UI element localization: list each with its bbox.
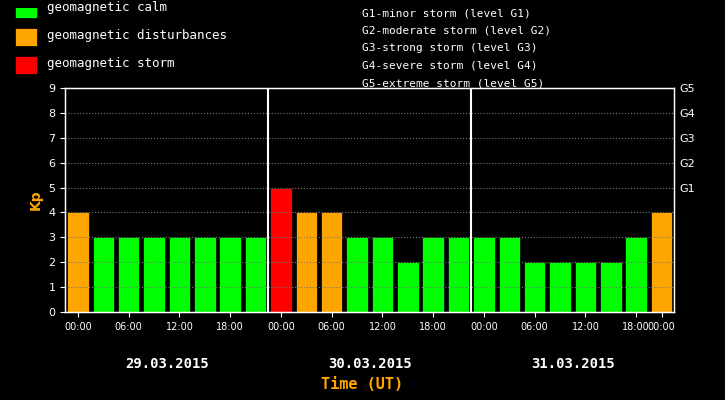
Bar [600,262,621,312]
Bar [651,212,672,312]
Bar [67,212,88,312]
Bar [524,262,545,312]
Y-axis label: Kp: Kp [29,190,43,210]
Text: G5-extreme storm (level G5): G5-extreme storm (level G5) [362,78,544,88]
FancyBboxPatch shape [14,56,38,74]
Bar [169,237,190,312]
Bar [397,262,418,312]
Text: Time (UT): Time (UT) [321,377,404,392]
Bar [270,188,291,312]
Text: G3-strong storm (level G3): G3-strong storm (level G3) [362,43,538,53]
Text: 30.03.2015: 30.03.2015 [328,357,412,371]
Text: G1-minor storm (level G1): G1-minor storm (level G1) [362,8,531,18]
Text: 31.03.2015: 31.03.2015 [531,357,615,371]
FancyBboxPatch shape [14,28,38,46]
Bar [550,262,571,312]
Bar [296,212,317,312]
FancyBboxPatch shape [14,0,38,18]
Bar [473,237,494,312]
Bar [575,262,596,312]
Text: geomagnetic disturbances: geomagnetic disturbances [47,30,227,42]
Bar [321,212,342,312]
Bar [118,237,139,312]
Text: geomagnetic storm: geomagnetic storm [47,58,175,70]
Bar [347,237,368,312]
Text: 29.03.2015: 29.03.2015 [125,357,209,371]
Text: geomagnetic calm: geomagnetic calm [47,2,167,14]
Bar [245,237,266,312]
Text: G2-moderate storm (level G2): G2-moderate storm (level G2) [362,26,552,36]
Bar [448,237,469,312]
Bar [423,237,444,312]
Bar [220,237,241,312]
Bar [144,237,165,312]
Bar [194,237,215,312]
Bar [626,237,647,312]
Bar [499,237,520,312]
Text: G4-severe storm (level G4): G4-severe storm (level G4) [362,61,538,71]
Bar [372,237,393,312]
Bar [93,237,114,312]
